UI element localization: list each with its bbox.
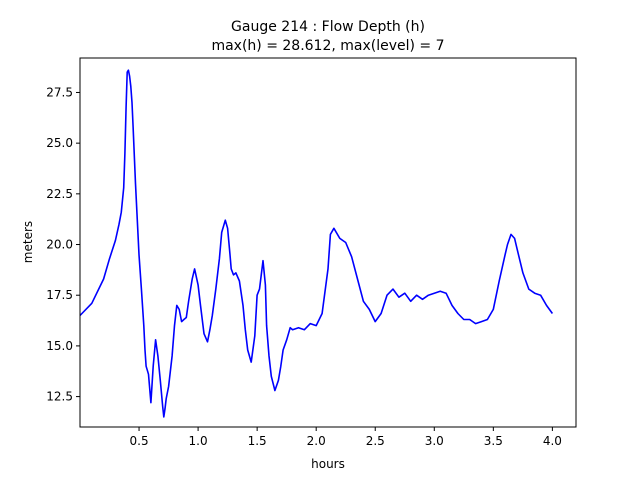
y-tick-label: 17.5 — [46, 288, 73, 302]
y-tick-label: 15.0 — [46, 339, 73, 353]
x-tick-label: 1.0 — [189, 434, 208, 448]
x-tick-label: 3.5 — [484, 434, 503, 448]
chart-subtitle: max(h) = 28.612, max(level) = 7 — [211, 38, 444, 54]
y-tick-label: 22.5 — [46, 187, 73, 201]
x-tick-label: 0.5 — [130, 434, 149, 448]
x-tick-label: 4.0 — [543, 434, 562, 448]
x-axis-label: hours — [311, 457, 345, 471]
x-tick-label: 2.0 — [307, 434, 326, 448]
axis-ticks: 0.5 1.0 1.5 2.0 2.5 3.0 3.5 4.0 12.5 15.0 17.5 20.0… — [46, 85, 562, 448]
x-tick-label: 3.0 — [425, 434, 444, 448]
y-tick-label: 25.0 — [46, 136, 73, 150]
y-axis-label: meters — [21, 221, 35, 263]
plot-frame — [79, 57, 577, 428]
chart-title: Gauge 214 : Flow Depth (h) — [231, 19, 425, 35]
series-line-0 — [79, 69, 554, 418]
y-tick-label: 12.5 — [46, 390, 73, 404]
x-tick-label: 2.5 — [366, 434, 385, 448]
plot-marks — [79, 69, 554, 418]
y-tick-label: 27.5 — [46, 85, 73, 99]
x-tick-label: 1.5 — [248, 434, 267, 448]
y-tick-label: 20.0 — [46, 238, 73, 252]
